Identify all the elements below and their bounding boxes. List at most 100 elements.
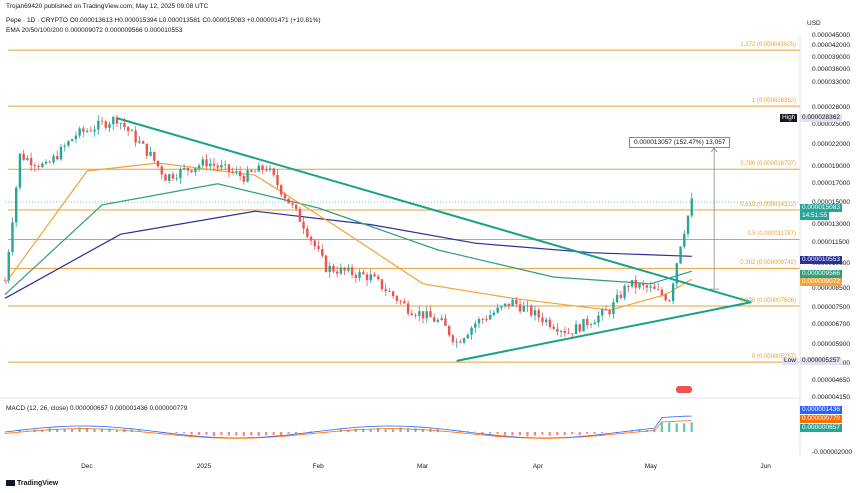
candle-body — [410, 313, 414, 316]
candle-body — [503, 303, 507, 307]
candle-body — [365, 274, 369, 281]
logo-icon — [6, 480, 15, 487]
signal-line — [4, 420, 692, 439]
time-axis-label: Feb — [312, 463, 324, 470]
candle-body — [227, 164, 231, 172]
ema200-tag: 0.000010553 — [800, 256, 842, 264]
candle-body — [104, 121, 107, 128]
price-tick-label: 0.000025000 — [812, 121, 850, 129]
candle-body — [220, 165, 223, 168]
currency-label: USD — [807, 20, 821, 27]
candle-body — [141, 141, 145, 144]
macd-histogram-bar — [242, 432, 245, 436]
candle-body — [421, 311, 425, 319]
macd-histogram-bar — [354, 428, 357, 432]
fib-label: 0.618 (0.000014312) — [740, 201, 796, 208]
ema50-line — [4, 183, 692, 296]
candle-body — [627, 285, 630, 287]
candle-body — [153, 151, 156, 161]
candle-body — [186, 167, 190, 171]
candle-body — [406, 303, 410, 314]
signal-tag: 0.000000779 — [800, 415, 842, 423]
macd-histogram-bar — [571, 432, 574, 435]
price-tick-label: 0.000039000 — [812, 53, 850, 61]
candle-body — [126, 126, 130, 131]
candle-body — [343, 267, 346, 271]
macd-legend: MACD (12, 26, close) 0.000000657 0.00000… — [6, 405, 188, 412]
candle-body — [138, 141, 141, 143]
candle-body — [306, 228, 309, 237]
macd-histogram-bar — [272, 432, 275, 435]
histogram-tag: 0.000000657 — [800, 424, 842, 432]
candle-body — [660, 289, 664, 295]
macd-histogram-bar — [481, 432, 484, 434]
candle-body — [67, 141, 70, 146]
low-value: 0.000005257 — [800, 357, 842, 365]
candle-body — [653, 286, 656, 289]
candle-body — [41, 163, 44, 167]
candle-body — [265, 169, 268, 171]
candle-body — [231, 171, 234, 173]
macd-histogram-bar — [70, 428, 74, 432]
fib-label: 0.5 (0.000011787) — [747, 231, 796, 238]
price-tick-label: 0.000022000 — [812, 140, 850, 148]
price-tick-label: 0.000045000 — [812, 32, 850, 39]
candle-body — [537, 310, 540, 318]
candle-body — [108, 124, 111, 128]
macd-histogram-bar — [18, 430, 21, 432]
candle-body — [291, 203, 294, 205]
candle-body — [447, 325, 451, 336]
candle-body — [593, 322, 596, 325]
candle-body — [530, 305, 533, 316]
candle-body — [548, 319, 552, 327]
candle-body — [294, 204, 298, 209]
measure-box: 0.000013057 (152.47%) 13,057 — [629, 137, 731, 148]
candle-body — [309, 236, 313, 241]
candle-body — [440, 318, 443, 320]
price-tick-label: 0.000004150 — [812, 394, 850, 401]
candle-body — [619, 294, 623, 298]
price-tick-label: 0.000008500 — [812, 285, 850, 293]
candle-body — [168, 174, 171, 181]
candle-body — [347, 267, 350, 271]
candle-body — [451, 335, 455, 343]
candle-body — [544, 319, 548, 323]
candle-body — [518, 304, 522, 312]
candle-body — [634, 280, 637, 288]
candle-body — [205, 159, 208, 167]
candle-body — [418, 311, 421, 316]
price-tick-label: 0.000033000 — [812, 79, 850, 87]
macd-histogram-bar — [548, 432, 551, 436]
candle-body — [455, 341, 458, 343]
price-tick-label: 0.000006700 — [812, 321, 850, 329]
candle-body — [496, 307, 499, 313]
candle-body — [63, 145, 66, 147]
macd-histogram-bar — [683, 423, 686, 432]
macd-histogram-bar — [212, 432, 216, 437]
fib-label: 1.272 (0.000041005) — [740, 42, 796, 49]
macd-histogram-bar — [593, 432, 596, 434]
macd-line — [4, 415, 692, 439]
candle-body — [48, 161, 51, 163]
candle-body — [462, 338, 466, 343]
candle-body — [164, 174, 167, 181]
fib-label: 1 (0.000028362) — [751, 98, 796, 105]
macd-histogram-bar — [496, 432, 499, 434]
candle-body — [321, 249, 324, 256]
candle-body — [18, 153, 22, 188]
flag-icon[interactable] — [676, 386, 692, 393]
candle-body — [324, 255, 328, 272]
candle-body — [492, 312, 496, 316]
candle-body — [638, 283, 641, 288]
candle-body — [224, 164, 227, 166]
macd-histogram-bar — [362, 428, 365, 432]
candle-body — [362, 272, 365, 275]
candle-body — [3, 280, 7, 282]
ema200-line — [4, 210, 692, 299]
candle-body — [582, 318, 585, 332]
candle-body — [630, 280, 634, 287]
candle-body — [317, 246, 320, 250]
symbol-line: Pepe · 1D · CRYPTO O0.000013613 H0.00001… — [6, 17, 321, 24]
candle-body — [313, 240, 316, 247]
